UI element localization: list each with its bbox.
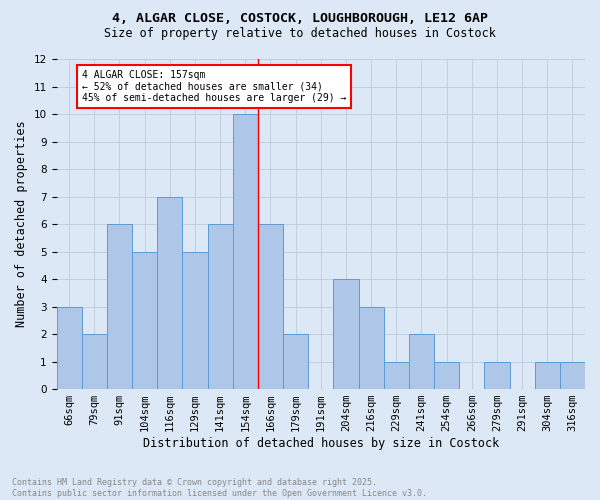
Bar — [484, 362, 509, 389]
Text: 4 ALGAR CLOSE: 157sqm
← 52% of detached houses are smaller (34)
45% of semi-deta: 4 ALGAR CLOSE: 157sqm ← 52% of detached … — [82, 70, 346, 103]
Bar — [82, 334, 107, 389]
Bar — [107, 224, 132, 389]
Bar — [258, 224, 283, 389]
Bar — [560, 362, 585, 389]
Bar — [208, 224, 233, 389]
Text: Contains HM Land Registry data © Crown copyright and database right 2025.
Contai: Contains HM Land Registry data © Crown c… — [12, 478, 427, 498]
Bar — [383, 362, 409, 389]
Text: 4, ALGAR CLOSE, COSTOCK, LOUGHBOROUGH, LE12 6AP: 4, ALGAR CLOSE, COSTOCK, LOUGHBOROUGH, L… — [112, 12, 488, 26]
Bar — [132, 252, 157, 389]
Bar — [182, 252, 208, 389]
Bar — [334, 279, 359, 389]
Text: Size of property relative to detached houses in Costock: Size of property relative to detached ho… — [104, 28, 496, 40]
Bar — [434, 362, 459, 389]
Bar — [233, 114, 258, 389]
Y-axis label: Number of detached properties: Number of detached properties — [15, 120, 28, 328]
Bar — [535, 362, 560, 389]
Bar — [56, 306, 82, 389]
Bar — [157, 196, 182, 389]
Bar — [409, 334, 434, 389]
Bar — [359, 306, 383, 389]
X-axis label: Distribution of detached houses by size in Costock: Distribution of detached houses by size … — [143, 437, 499, 450]
Bar — [283, 334, 308, 389]
